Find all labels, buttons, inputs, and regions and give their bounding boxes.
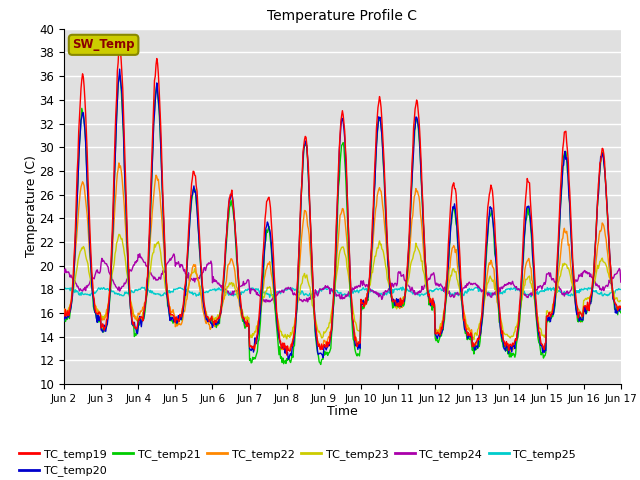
X-axis label: Time: Time (327, 405, 358, 418)
Title: Temperature Profile C: Temperature Profile C (268, 10, 417, 24)
Text: SW_Temp: SW_Temp (72, 38, 135, 51)
Y-axis label: Temperature (C): Temperature (C) (25, 156, 38, 257)
Legend: TC_temp19, TC_temp20, TC_temp21, TC_temp22, TC_temp23, TC_temp24, TC_temp25: TC_temp19, TC_temp20, TC_temp21, TC_temp… (15, 444, 580, 480)
